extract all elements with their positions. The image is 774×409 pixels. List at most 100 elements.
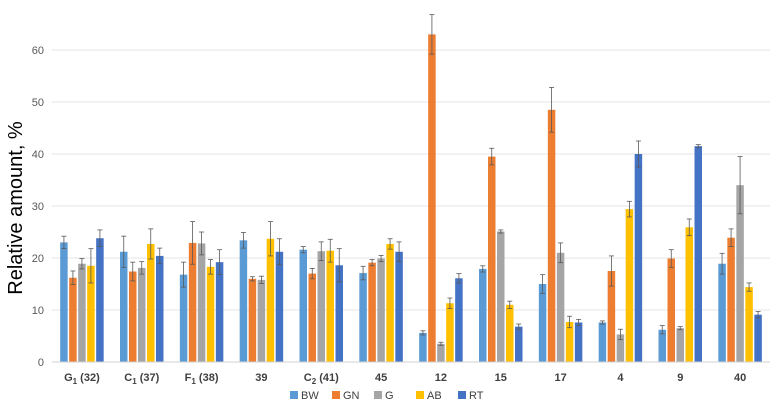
bar-bw [239,240,248,362]
y-axis-label: Relative amount, % [5,121,27,295]
error-bar [429,14,435,55]
error-bar [336,248,342,283]
legend-item-rt: RT [458,390,484,402]
error-bar [267,221,273,257]
legend-label: BW [301,390,319,402]
legend: BW GN G AB RT [290,390,484,402]
error-bar [327,238,333,263]
bar-ab [506,304,514,362]
y-tick-label: 40 [32,149,44,161]
bar-g [317,251,325,362]
bar-g [616,334,625,362]
error-bar [456,273,462,284]
error-bar [746,282,752,292]
x-category-label: 9 [677,372,683,384]
bar-gn [667,258,675,362]
bar-rt [515,326,523,362]
bar-gn [488,156,496,362]
bar-bw [419,332,427,362]
error-bar [121,235,127,268]
x-category-label: F1 (38) [185,372,219,386]
bar-gn [607,271,616,362]
error-bar [516,323,522,330]
error-bar [489,147,495,166]
legend-item-gn: GN [332,390,360,402]
error-bar [626,200,632,218]
error-bar [300,246,306,254]
error-bar [576,318,582,327]
bar-bw [658,329,666,362]
x-category-label: 12 [435,372,447,384]
y-axis-ticks: 0 10 20 30 40 50 60 [32,45,44,369]
bar-bw [538,284,547,362]
legend-swatch [416,391,424,399]
bar-g [257,279,266,362]
error-bar [668,249,674,268]
error-bar [737,156,743,215]
x-category-label: 45 [375,372,387,384]
error-bar [378,254,384,263]
bar-bw [299,249,307,362]
legend-label: G [385,390,394,402]
error-bar [728,228,734,247]
legend-item-g: G [374,390,394,402]
error-bar [567,315,573,329]
bar-bw [718,263,726,362]
bar-ab [685,227,693,362]
error-bar [686,218,692,237]
y-tick-label: 60 [32,45,44,57]
x-category-label: G1 (32) [64,372,100,386]
bar-ab [87,265,95,362]
bar-rt [156,255,164,362]
x-category-label: 17 [554,372,566,384]
x-category-label: 15 [495,372,507,384]
bar-gn [248,278,257,362]
error-bar [599,320,605,325]
x-category-label: 40 [734,372,746,384]
bar-ab [745,287,753,362]
bar-ab [266,238,275,362]
x-category-label: C1 (37) [124,372,159,386]
error-bar [617,328,623,341]
legend-swatch [374,391,382,399]
bar-ab [625,209,634,362]
y-tick-label: 50 [32,97,44,109]
bar-rt [754,314,762,362]
x-category-label: 4 [617,372,624,384]
error-bar [139,261,145,275]
error-bar [190,221,196,265]
x-category-label: 39 [255,372,267,384]
error-bar [309,267,315,280]
error-bar [396,241,402,263]
error-bar [318,241,324,262]
error-bar [480,265,486,273]
bar-gn [188,242,197,362]
y-tick-label: 10 [32,305,44,317]
bar-g [676,328,684,362]
bar-g [377,258,385,362]
bar-rt [275,251,284,362]
bar-gn [547,109,556,362]
gridlines [52,49,770,311]
bar-bw [120,251,128,362]
bar-ab [326,250,334,362]
bar-ab [565,321,574,362]
bar-gn [129,271,137,362]
error-bar [387,238,393,250]
bar-gn [368,262,376,362]
error-bar [719,252,725,275]
error-bar [157,247,163,265]
error-bar [61,235,67,250]
bar-rt [634,154,643,362]
bar-g [736,185,744,362]
bar-ab [147,243,155,362]
legend-item-bw: BW [290,390,319,402]
error-bar [240,232,246,249]
legend-swatch [458,391,466,399]
legend-swatch [332,391,340,399]
y-tick-label: 20 [32,253,44,265]
error-bar [258,275,264,284]
y-tick-label: 30 [32,201,44,213]
